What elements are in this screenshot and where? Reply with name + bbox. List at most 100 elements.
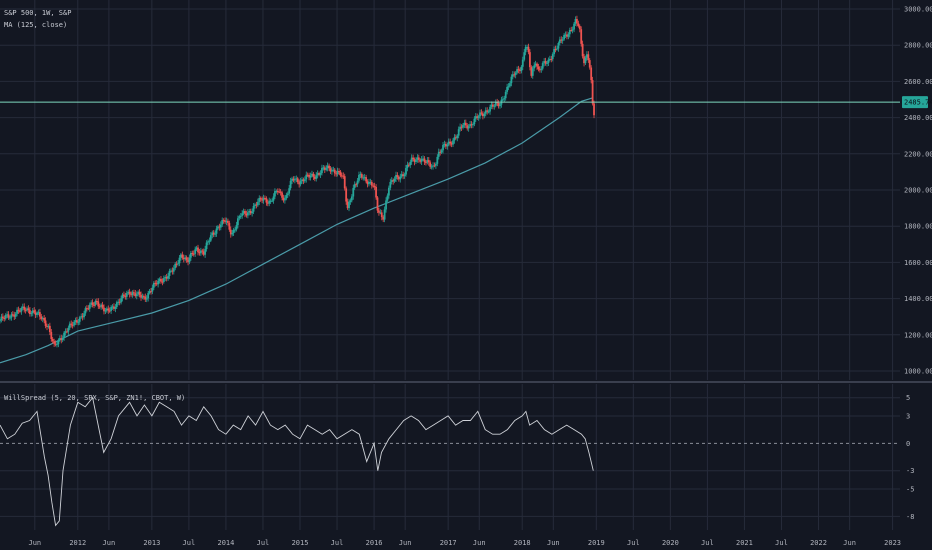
candle-body — [249, 211, 252, 214]
candle-body — [43, 317, 46, 321]
candle-body — [67, 327, 70, 332]
candle-body — [97, 301, 100, 307]
candle-body — [6, 314, 9, 316]
candle-body — [104, 310, 107, 312]
candle-body — [181, 254, 184, 258]
candle-body — [204, 249, 207, 255]
candle-body — [264, 197, 266, 199]
candle-body — [352, 187, 355, 197]
candle-body — [593, 103, 595, 116]
candle-body — [33, 310, 36, 313]
candle-body — [103, 307, 105, 312]
time-tick-label: Jun — [103, 539, 116, 547]
candle-body — [135, 294, 138, 297]
candle-body — [309, 175, 312, 178]
candle-body — [26, 308, 28, 311]
candle-body — [442, 144, 444, 151]
osc-tick-label: 0 — [906, 440, 910, 448]
candle-body — [100, 304, 103, 307]
candle-body — [177, 263, 179, 265]
candle-body — [402, 174, 405, 177]
candle-body — [568, 30, 571, 35]
candle-body — [124, 296, 127, 298]
candle-body — [335, 173, 338, 175]
candle-body — [415, 159, 417, 163]
candle-body — [526, 46, 528, 48]
candle-body — [303, 179, 306, 182]
candle-body — [44, 320, 47, 326]
candle-body — [197, 247, 199, 253]
candle-body — [524, 47, 527, 53]
time-tick-label: 2016 — [366, 539, 383, 547]
candle-body — [192, 253, 195, 255]
candle-body — [456, 135, 459, 139]
candle-body — [152, 282, 155, 288]
candle-body — [336, 170, 339, 175]
candle-body — [449, 141, 452, 144]
last-price-label: 2485.74 — [904, 99, 932, 107]
osc-tick-label: 3 — [906, 412, 910, 420]
candle-body — [511, 74, 514, 77]
candle-body — [105, 308, 108, 311]
candle-body — [588, 60, 591, 68]
candle-body — [537, 66, 540, 70]
candle-body — [53, 341, 56, 344]
time-tick-label: 2014 — [217, 539, 234, 547]
candle-body — [252, 205, 255, 212]
time-tick-label: Jun — [399, 539, 412, 547]
candle-body — [56, 344, 58, 346]
candle-body — [513, 74, 516, 76]
candle-body — [88, 304, 91, 309]
candle-body — [46, 325, 48, 327]
candle-body — [36, 312, 38, 315]
candle-body — [281, 192, 283, 198]
candle-body — [430, 166, 433, 168]
candle-body — [209, 235, 212, 241]
candle-body — [47, 325, 50, 327]
candle-body — [217, 226, 219, 229]
candle-body — [554, 49, 557, 51]
candle-body — [201, 250, 204, 252]
candle-body — [350, 196, 353, 201]
candle-body — [396, 175, 399, 177]
candle-body — [387, 187, 390, 196]
candle-body — [370, 181, 373, 186]
candle-body — [178, 257, 181, 264]
candle-body — [110, 307, 113, 311]
candle-body — [48, 325, 51, 333]
candle-body — [271, 200, 273, 202]
candle-body — [359, 174, 362, 176]
oscillator-axis[interactable]: 5 3 0 -3 -5 -8 — [906, 394, 914, 521]
candle-body — [591, 80, 594, 104]
candle-body — [432, 165, 434, 167]
candle-body — [302, 179, 305, 182]
time-tick-label: Jun — [843, 539, 856, 547]
candle-body — [517, 69, 520, 71]
candle-body — [383, 209, 386, 220]
candle-body — [242, 211, 245, 214]
oscillator-legend[interactable]: WillSpread (5, 20, SPX, S&P, ZN1!, CBOT,… — [4, 394, 185, 402]
candle-body — [483, 113, 486, 117]
candle-body — [131, 292, 134, 296]
candle-body — [108, 310, 111, 312]
candle-body — [130, 294, 132, 296]
candle-body — [301, 179, 303, 182]
time-axis[interactable]: Jun 2012 Jun 2013 Jul 2014 Jul 2015 Jul 2016 Jun 20… — [28, 539, 901, 547]
candle-body — [199, 250, 202, 254]
candle-body — [410, 157, 413, 162]
time-tick-label: Jun — [28, 539, 41, 547]
candle-body — [363, 177, 366, 179]
symbol-legend[interactable]: S&P 500, 1W, S&P — [4, 9, 71, 17]
price-axis[interactable]: 1000.00 1200.00 1400.00 1600.00 1800.00 2000.… — [904, 6, 932, 376]
candle-body — [7, 314, 10, 318]
osc-tick-label: -3 — [906, 467, 914, 475]
candle-body — [531, 68, 534, 76]
candle-body — [433, 165, 436, 167]
time-tick-label: 2018 — [514, 539, 531, 547]
candle-body — [274, 191, 276, 197]
candle-body — [31, 310, 34, 314]
candle-body — [94, 300, 97, 305]
candle-body — [10, 314, 13, 318]
ma-legend[interactable]: MA (125, close) — [4, 21, 67, 29]
